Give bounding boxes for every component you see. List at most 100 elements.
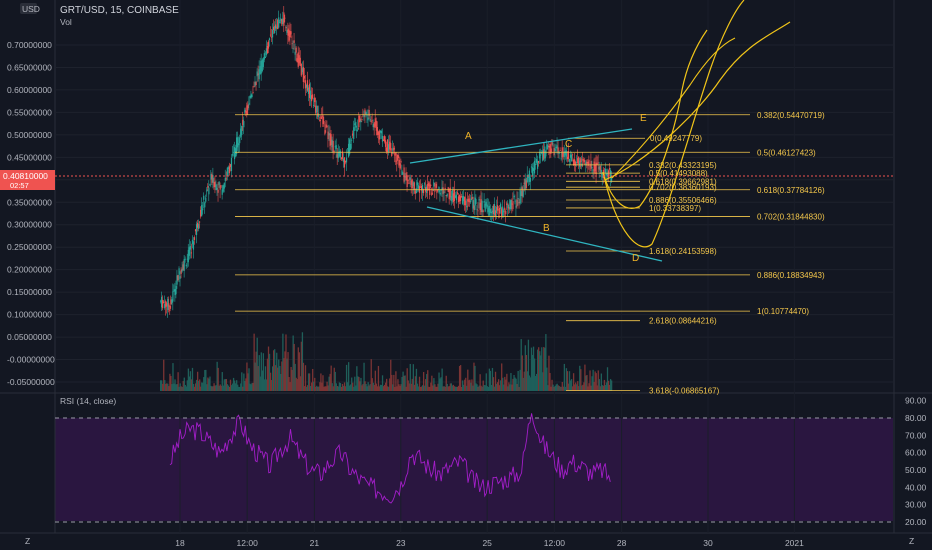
volume-bar [300, 341, 303, 391]
candle-body [249, 95, 251, 99]
zoom-left-icon[interactable]: Z [25, 536, 30, 546]
volume-bar [265, 379, 268, 391]
volume-bar [494, 371, 497, 391]
candle-body [535, 159, 538, 163]
candle-body [430, 184, 432, 186]
candle-body [497, 209, 500, 211]
volume-bar [277, 367, 279, 391]
candle-body [353, 127, 355, 139]
candle-body [525, 180, 527, 189]
candle-body [467, 199, 469, 202]
volume-bar [273, 350, 275, 391]
candle-body [384, 140, 387, 147]
candle-body [462, 196, 464, 204]
candle-body [175, 285, 177, 295]
candle-body [261, 59, 263, 72]
candle-body [248, 103, 250, 105]
volume-bar [285, 334, 287, 391]
projection-path-4[interactable] [611, 37, 736, 179]
candle-body [598, 166, 600, 170]
volume-bar [431, 375, 433, 391]
candle-body [176, 275, 178, 285]
rsi-tick-label: 80.00 [905, 413, 927, 423]
currency-badge[interactable] [20, 3, 37, 14]
candle-body [227, 167, 229, 169]
volume-bar [480, 385, 482, 391]
candle-body [178, 268, 180, 275]
candle-body [160, 300, 162, 302]
volume-bar [491, 367, 494, 391]
volume-bar [555, 384, 557, 391]
volume-bar [350, 384, 352, 391]
candle-body [564, 150, 566, 156]
candle-body [163, 301, 165, 304]
volume-bar [581, 385, 583, 391]
volume-bar [453, 386, 456, 391]
candle-body [352, 133, 354, 136]
candle-body [217, 189, 219, 193]
volume-bar [166, 383, 168, 391]
volume-bar [334, 371, 336, 391]
candle-body [245, 111, 247, 114]
candle-body [522, 190, 524, 197]
candle-body [455, 194, 458, 201]
volume-bar [419, 386, 422, 391]
volume-bar [460, 386, 463, 391]
fib-level-label: 0.702(0.31844830) [757, 212, 825, 221]
rsi-tick-label: 90.00 [905, 396, 927, 406]
volume-bar [233, 380, 236, 391]
zoom-right-icon[interactable]: Z [909, 536, 914, 546]
volume-bar [582, 384, 584, 391]
candle-body [601, 173, 603, 178]
volume-bar [607, 380, 610, 391]
candle-body [444, 187, 446, 190]
volume-bar [336, 386, 338, 391]
volume-bar [368, 385, 370, 391]
volume-bar [309, 385, 312, 391]
candle-body [313, 104, 315, 106]
candle-body [271, 29, 274, 38]
candle-body [565, 150, 567, 157]
volume-bar [403, 375, 405, 391]
volume-bar [558, 385, 560, 391]
candle-body [363, 114, 365, 118]
upper-trendline[interactable] [409, 128, 633, 164]
lower-trendline[interactable] [426, 206, 663, 262]
candle-body [472, 200, 474, 209]
candle-body [210, 174, 212, 180]
volume-bar [314, 377, 316, 391]
candle-body [457, 196, 460, 203]
volume-bar [478, 385, 480, 391]
candle-body [508, 207, 510, 210]
candle-body [240, 128, 242, 137]
volume-bar [332, 386, 334, 391]
volume-bar [432, 385, 434, 391]
candle-body [427, 184, 429, 191]
candle-body [395, 160, 397, 162]
volume-bar [239, 386, 241, 391]
volume-bar [294, 363, 296, 391]
volume-bar [245, 378, 247, 391]
candle-body [454, 195, 457, 198]
volume-bar [259, 376, 261, 391]
volume-bar [388, 386, 390, 391]
candle-body [347, 143, 350, 157]
volume-bar [474, 365, 476, 391]
volume-bar [495, 383, 498, 391]
volume-bar [357, 376, 359, 391]
candle-body [375, 120, 377, 131]
candle-body [292, 48, 294, 50]
projection-path-3[interactable] [604, 21, 791, 181]
volume-bar [365, 383, 367, 391]
volume-bar [222, 385, 224, 391]
candle-body [605, 173, 608, 176]
candle-body [389, 141, 391, 150]
candle-body [243, 121, 245, 128]
projection-path-1[interactable] [602, 29, 708, 209]
volume-bar [534, 375, 537, 391]
projection-path-2[interactable] [602, 0, 745, 248]
candle-body [265, 48, 268, 55]
volume-bar [454, 386, 457, 391]
candle-body [593, 161, 595, 173]
